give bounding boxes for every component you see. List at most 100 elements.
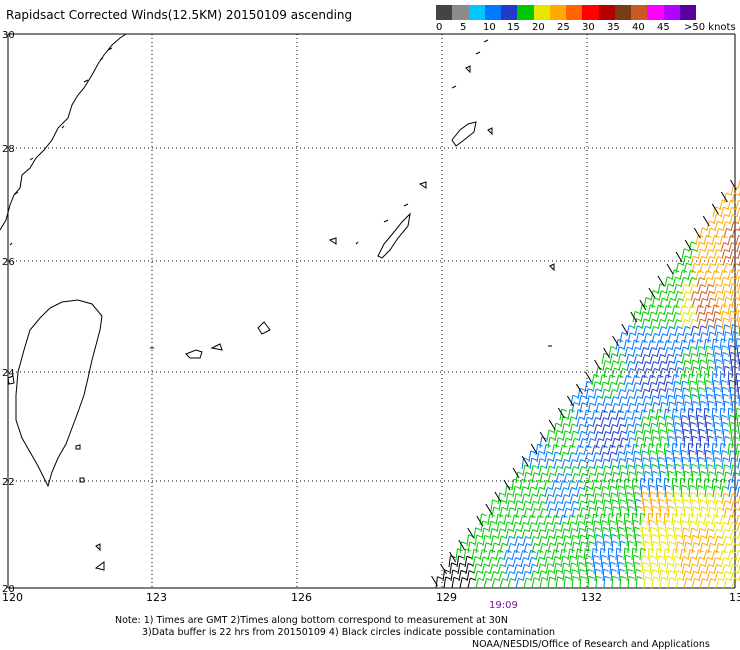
wind-barb-flag bbox=[684, 470, 690, 474]
wind-barb bbox=[584, 555, 587, 568]
wind-barb-flag bbox=[724, 213, 730, 217]
scale-swatch-6 bbox=[533, 5, 550, 20]
wind-barb-flag bbox=[569, 408, 576, 412]
wind-barb-flag bbox=[676, 470, 682, 474]
wind-barb bbox=[690, 429, 693, 442]
wind-barb-flag bbox=[483, 527, 490, 531]
wind-barb-flag bbox=[642, 339, 648, 343]
wind-barb bbox=[658, 361, 662, 372]
wind-barb-flag bbox=[714, 485, 720, 489]
wind-barb-flag bbox=[651, 463, 658, 467]
wind-barb-flag bbox=[690, 421, 697, 425]
wind-barb-flag bbox=[709, 366, 715, 369]
wind-barb bbox=[671, 340, 676, 351]
wind-barb-flag bbox=[723, 393, 729, 397]
scale-swatch-7 bbox=[549, 5, 566, 20]
scale-label-1: 5 bbox=[460, 22, 467, 33]
wind-barb bbox=[586, 395, 590, 407]
wind-barb-flag bbox=[684, 284, 690, 287]
wind-barb-flag bbox=[587, 486, 593, 490]
orchid-island bbox=[75, 444, 81, 450]
wind-barb-flag bbox=[731, 358, 738, 362]
wind-barb bbox=[603, 472, 607, 484]
wind-barb-flag bbox=[517, 471, 523, 475]
wind-barb-flag bbox=[595, 493, 602, 497]
wind-barb-flag bbox=[594, 561, 601, 565]
wind-barb-flag bbox=[672, 512, 679, 516]
wind-barb bbox=[448, 555, 451, 568]
wind-barb bbox=[651, 297, 655, 309]
wind-barb bbox=[655, 443, 658, 456]
wind-barb bbox=[627, 506, 630, 519]
wind-barb bbox=[569, 459, 574, 470]
wind-barb-flag bbox=[716, 400, 722, 404]
wind-barb bbox=[696, 380, 699, 393]
wind-barb bbox=[706, 359, 709, 372]
wind-barb bbox=[570, 466, 575, 477]
wind-barb bbox=[578, 534, 582, 547]
wind-barb-flag bbox=[722, 485, 729, 489]
scale-swatch-5 bbox=[517, 5, 534, 20]
wind-barb-flag bbox=[691, 527, 697, 531]
wind-barb-flag bbox=[586, 520, 592, 524]
wind-barb-flag bbox=[716, 283, 722, 287]
longitude-labels: 120123126129132135 bbox=[2, 591, 740, 604]
wind-barb-flag bbox=[668, 394, 675, 398]
wind-barb-flag bbox=[666, 381, 673, 385]
wind-barb-flag bbox=[624, 512, 631, 516]
wind-barb bbox=[658, 464, 661, 477]
wind-barb-flag bbox=[724, 324, 730, 328]
wind-barb bbox=[567, 480, 572, 491]
wind-barb-flag bbox=[580, 493, 586, 497]
wind-barb-flag bbox=[646, 332, 652, 336]
wind-barb bbox=[722, 571, 727, 582]
wind-barb bbox=[490, 499, 494, 512]
wind-barb-flag bbox=[683, 248, 690, 252]
wind-barb bbox=[576, 487, 580, 498]
wind-barb bbox=[721, 387, 724, 400]
wind-barb-flag bbox=[709, 535, 715, 539]
wind-barb bbox=[561, 459, 566, 470]
wind-barb bbox=[617, 458, 621, 470]
wind-barb-flag bbox=[649, 484, 655, 488]
wind-barb-flag bbox=[701, 332, 708, 336]
wind-barb bbox=[689, 457, 692, 470]
wind-barb-flag bbox=[525, 500, 531, 504]
wind-barb-flag bbox=[724, 500, 731, 504]
wind-barb-flag bbox=[728, 372, 734, 376]
wind-barb bbox=[736, 415, 739, 428]
wind-barb bbox=[704, 521, 708, 533]
wind-barb-flag bbox=[666, 456, 673, 460]
wind-barb bbox=[667, 541, 670, 554]
wind-barb bbox=[530, 465, 534, 477]
wind-barb-flag bbox=[732, 529, 738, 532]
wind-barb bbox=[631, 375, 636, 386]
scale-label-10: >50 knots bbox=[684, 22, 736, 33]
wind-barb-flag bbox=[522, 514, 528, 518]
wind-barb bbox=[682, 429, 685, 442]
wind-barb bbox=[688, 380, 691, 393]
wind-barb bbox=[735, 338, 738, 351]
wind-barb bbox=[736, 345, 739, 358]
wind-barb-flag bbox=[700, 470, 707, 474]
wind-barb-flag bbox=[610, 485, 616, 489]
wind-barb-flag bbox=[626, 339, 632, 343]
wind-barb-flag bbox=[726, 543, 732, 547]
wind-barb bbox=[730, 394, 733, 407]
wind-barb bbox=[656, 415, 660, 428]
wind-barb bbox=[648, 347, 653, 358]
wind-barb bbox=[698, 429, 701, 442]
edge-barb bbox=[585, 371, 592, 383]
wind-barb bbox=[679, 305, 684, 316]
wind-barb-flag bbox=[707, 463, 714, 467]
wind-barb-flag bbox=[641, 484, 648, 488]
wind-barb bbox=[696, 241, 700, 253]
wind-barb-flag bbox=[550, 542, 556, 546]
wind-barb bbox=[615, 339, 619, 351]
wind-barb bbox=[575, 480, 580, 491]
edge-barb bbox=[512, 467, 520, 479]
wind-barb-flag bbox=[701, 366, 707, 370]
wind-barb-flag bbox=[578, 555, 584, 559]
wind-barb bbox=[657, 457, 660, 470]
wind-barb bbox=[723, 297, 727, 309]
